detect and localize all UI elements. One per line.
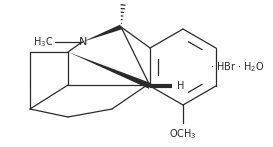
- Text: H$_3$C: H$_3$C: [33, 35, 53, 49]
- Text: $\cdot$ HBr $\cdot$ H$_2$O: $\cdot$ HBr $\cdot$ H$_2$O: [210, 60, 265, 74]
- Polygon shape: [82, 25, 122, 42]
- Text: OCH$_3$: OCH$_3$: [169, 127, 197, 141]
- Text: N: N: [79, 37, 87, 47]
- Text: H: H: [177, 81, 185, 91]
- Polygon shape: [68, 52, 151, 89]
